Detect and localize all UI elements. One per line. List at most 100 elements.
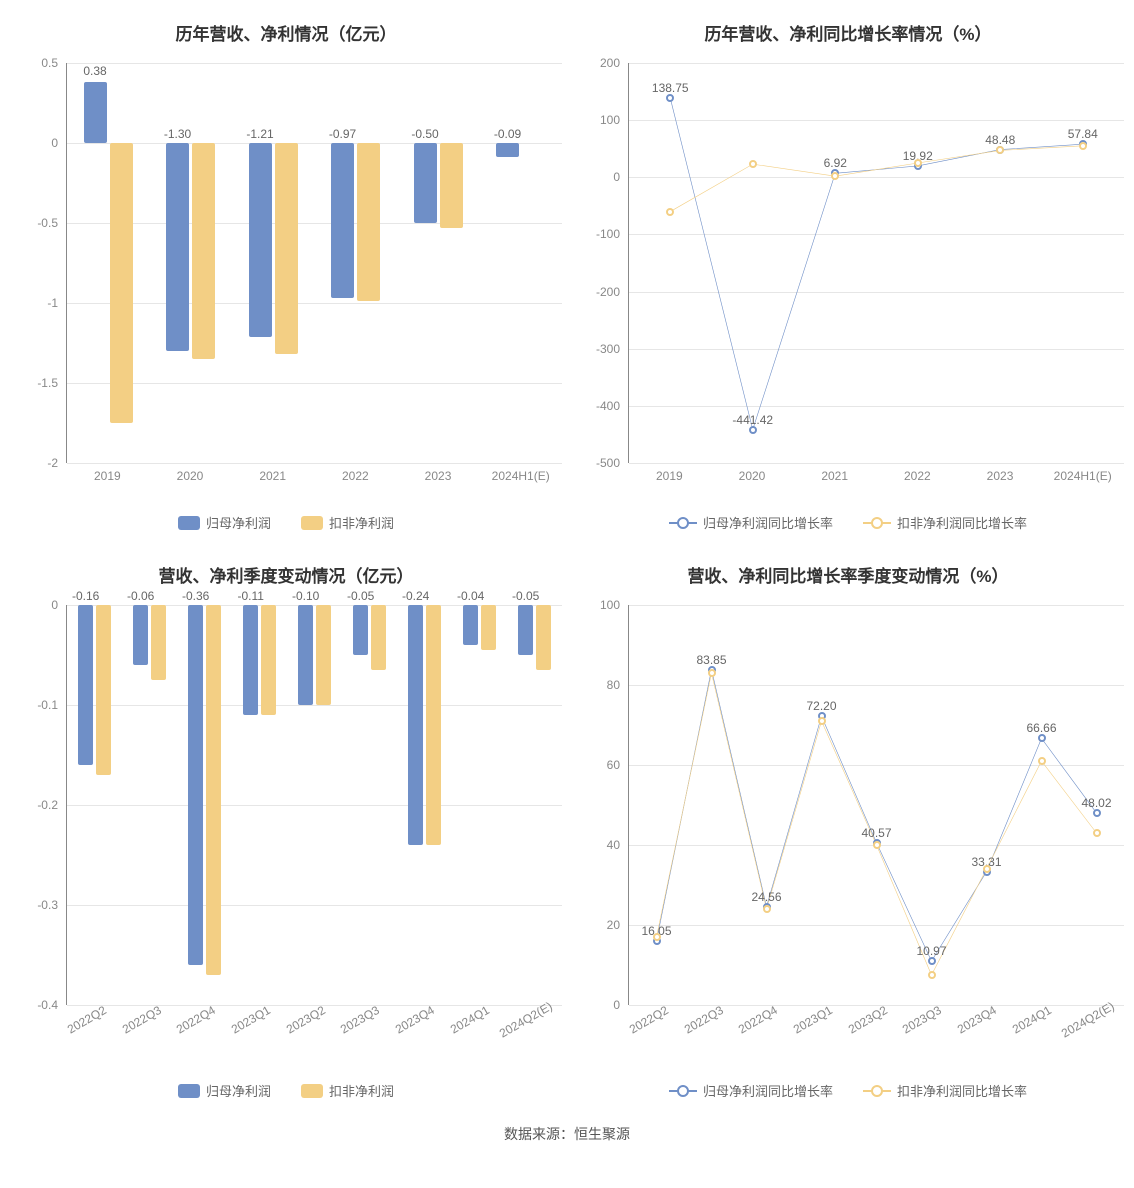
bar-value-label: -0.10 <box>292 589 319 603</box>
chart-panel-c3: 营收、净利季度变动情况（亿元）-0.4-0.3-0.2-0.10-0.16-0.… <box>10 552 562 1100</box>
legend-swatch-icon <box>863 522 891 524</box>
bar <box>481 605 496 650</box>
legend-swatch-icon <box>301 1084 323 1098</box>
y-tick-label: 60 <box>607 758 620 772</box>
legend-item[interactable]: 归母净利润同比增长率 <box>669 1081 833 1100</box>
chart-title: 历年营收、净利同比增长率情况（%） <box>572 20 1124 45</box>
y-tick-label: 100 <box>600 598 620 612</box>
data-source-footer: 数据来源：恒生聚源 <box>10 1124 1124 1144</box>
bar-value-label: 0.38 <box>83 64 106 78</box>
legend-swatch-icon <box>863 1090 891 1092</box>
legend-item[interactable]: 扣非净利润同比增长率 <box>863 1081 1027 1100</box>
x-axis: 201920202021202220232024H1(E) <box>66 469 562 483</box>
line-marker <box>653 933 661 941</box>
y-tick-label: -0.2 <box>37 798 58 812</box>
bar <box>536 605 551 670</box>
line-path <box>670 146 1083 212</box>
y-tick-label: 0 <box>51 598 58 612</box>
category-slot: -0.50 <box>397 63 480 463</box>
bar <box>110 143 133 423</box>
legend-item[interactable]: 归母净利润 <box>178 1081 271 1100</box>
x-tick-label: 2019 <box>66 469 149 483</box>
category-slot: -0.36 <box>177 605 232 1005</box>
line-marker <box>1038 757 1046 765</box>
legend-item[interactable]: 归母净利润 <box>178 513 271 532</box>
category-slot: -0.05 <box>342 605 397 1005</box>
x-axis: 2022Q22022Q32022Q42023Q12023Q22023Q32023… <box>66 1011 562 1051</box>
legend: 归母净利润 扣非净利润 <box>10 1081 562 1100</box>
point-value-label: -441.42 <box>732 413 773 427</box>
bar: -0.05 <box>353 605 368 655</box>
bar <box>151 605 166 680</box>
bar <box>440 143 463 228</box>
x-tick-label: 2022 <box>314 469 397 483</box>
bar <box>275 143 298 354</box>
y-axis: -0.4-0.3-0.2-0.10 <box>10 605 66 1005</box>
line-marker <box>983 865 991 873</box>
y-axis: -500-400-300-200-1000100200 <box>572 63 628 463</box>
legend-label: 归母净利润同比增长率 <box>703 1081 833 1100</box>
bar-value-label: -0.09 <box>494 127 521 141</box>
bar: -0.09 <box>496 143 519 157</box>
point-value-label: 6.92 <box>824 157 847 171</box>
point-value-label: 138.75 <box>652 81 689 95</box>
plot-area: -500-400-300-200-1000100200 138.75 -441.42… <box>572 63 1124 463</box>
category-slot: -1.21 <box>232 63 315 463</box>
line-svg <box>629 63 1124 463</box>
x-tick-label: 2020 <box>149 469 232 483</box>
bar-value-label: -0.05 <box>347 589 374 603</box>
y-tick-label: 200 <box>600 56 620 70</box>
y-axis: -2-1.5-1-0.500.5 <box>10 63 66 463</box>
legend-item[interactable]: 归母净利润同比增长率 <box>669 513 833 532</box>
plot: 138.75-441.426.9219.9248.4857.84 <box>628 63 1124 463</box>
chart-panel-c1: 历年营收、净利情况（亿元）-2-1.5-1-0.500.50.38-1.30-1… <box>10 10 562 532</box>
category-slot: -0.97 <box>315 63 398 463</box>
x-tick-label: 2023 <box>397 469 480 483</box>
legend-swatch-icon <box>178 516 200 530</box>
bar-value-label: -1.30 <box>164 127 191 141</box>
x-tick-label: 2024Q2(E) <box>1059 999 1130 1063</box>
point-value-label: 10.97 <box>916 944 946 958</box>
x-tick-label: 2021 <box>793 469 876 483</box>
plot: 16.0583.8524.5672.2040.5710.9733.3166.66… <box>628 605 1124 1005</box>
chart-panel-c4: 营收、净利同比增长率季度变动情况（%）02040608010016.0583.8… <box>572 552 1124 1100</box>
point-value-label: 48.02 <box>1081 796 1111 810</box>
y-tick-label: -0.4 <box>37 998 58 1012</box>
y-tick-label: 80 <box>607 678 620 692</box>
category-slot: 0.38 <box>67 63 150 463</box>
bar: -0.50 <box>414 143 437 223</box>
x-tick-label: 2020 <box>711 469 794 483</box>
x-tick-label: 2023 <box>959 469 1042 483</box>
chart-title: 营收、净利同比增长率季度变动情况（%） <box>572 562 1124 587</box>
line-marker <box>763 905 771 913</box>
legend-label: 扣非净利润同比增长率 <box>897 513 1027 532</box>
bar: -1.21 <box>249 143 272 337</box>
point-value-label: 83.85 <box>696 653 726 667</box>
bar: -0.11 <box>243 605 258 715</box>
plot: -0.16-0.06-0.36-0.11-0.10-0.05-0.24-0.04… <box>66 605 562 1005</box>
chart-grid: 历年营收、净利情况（亿元）-2-1.5-1-0.500.50.38-1.30-1… <box>10 10 1124 1100</box>
point-value-label: 72.20 <box>806 699 836 713</box>
bar <box>192 143 215 359</box>
bar-value-label: -0.24 <box>402 589 429 603</box>
x-tick-label: 2024H1(E) <box>479 469 562 483</box>
legend-item[interactable]: 扣非净利润 <box>301 1081 394 1100</box>
line-path <box>670 98 1083 430</box>
bar: -0.04 <box>463 605 478 645</box>
legend-item[interactable]: 扣非净利润 <box>301 513 394 532</box>
y-tick-label: 40 <box>607 838 620 852</box>
y-tick-label: -1.5 <box>37 376 58 390</box>
bar: -1.30 <box>166 143 189 351</box>
bar: -0.06 <box>133 605 148 665</box>
plot-area: 02040608010016.0583.8524.5672.2040.5710.… <box>572 605 1124 1005</box>
line-marker <box>749 160 757 168</box>
point-value-label: 24.56 <box>751 890 781 904</box>
plot-area: -0.4-0.3-0.2-0.10-0.16-0.06-0.36-0.11-0.… <box>10 605 562 1005</box>
bar-value-label: -0.16 <box>72 589 99 603</box>
legend-item[interactable]: 扣非净利润同比增长率 <box>863 513 1027 532</box>
legend-swatch-icon <box>669 1090 697 1092</box>
legend-label: 扣非净利润 <box>329 1081 394 1100</box>
bar <box>371 605 386 670</box>
legend-swatch-icon <box>178 1084 200 1098</box>
x-tick-label: 2024H1(E) <box>1041 469 1124 483</box>
